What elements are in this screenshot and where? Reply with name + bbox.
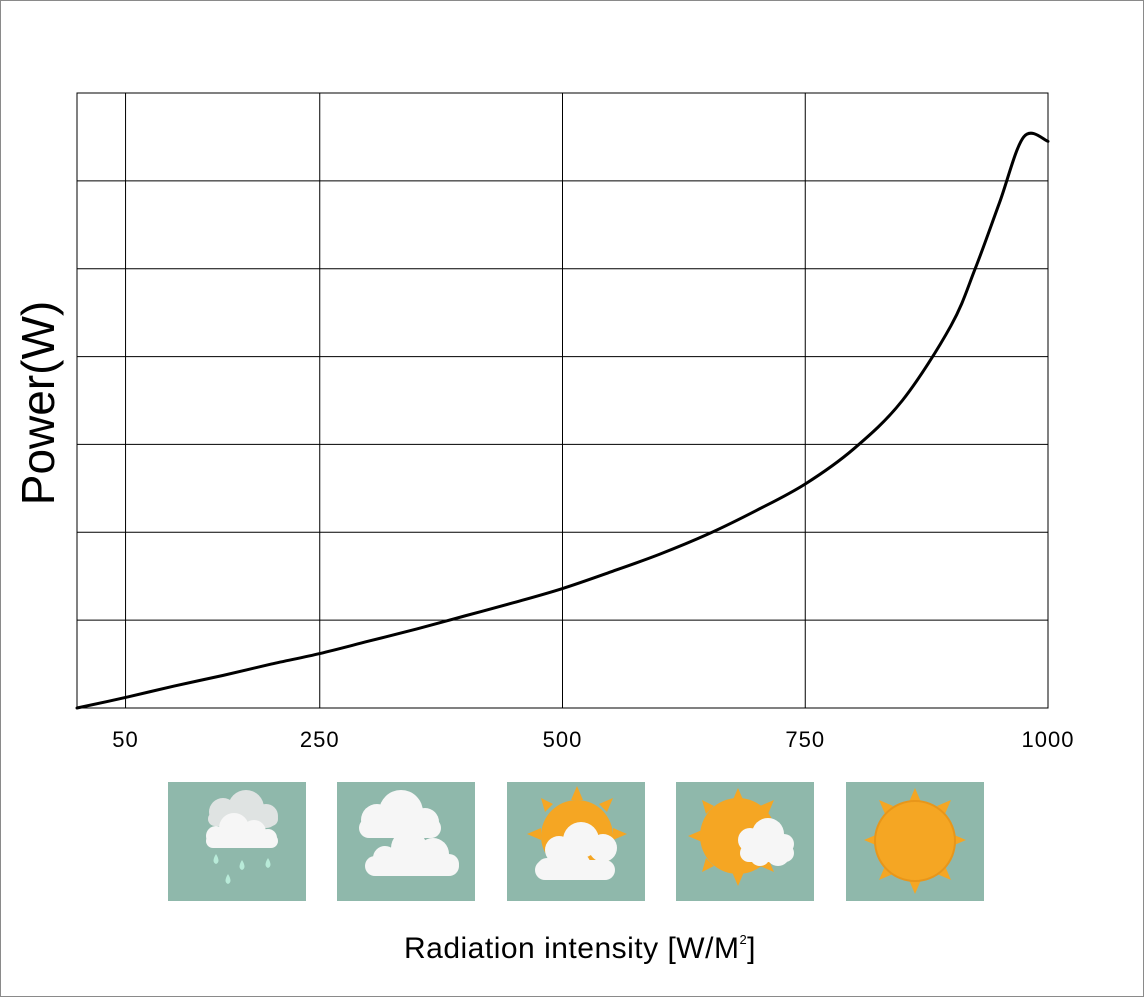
x-axis-label-text: Radiation intensity [W/M: [403, 932, 740, 965]
cloudy-icon: [337, 782, 475, 901]
x-tick-label: 750: [785, 727, 826, 752]
x-axis-label: Radiation intensity [W/M2]: [404, 932, 756, 966]
plot-area: [76, 92, 1049, 709]
sunny-icon: [846, 782, 984, 901]
power-curve-line: [75, 131, 1050, 710]
x-tick-label: 1000: [1021, 727, 1075, 752]
y-axis-label: Power(W): [12, 300, 64, 506]
rain-cloud-icon: [168, 782, 306, 901]
x-tick-label: 250: [299, 727, 340, 752]
x-tick-label: 500: [542, 727, 583, 752]
partly-cloudy-icon: [507, 782, 645, 901]
x-axis-label-suffix: ]: [747, 932, 757, 965]
x-axis-label-superscript: 2: [739, 932, 748, 947]
mostly-sunny-icon: [676, 782, 814, 901]
x-tick-label: 50: [112, 727, 139, 752]
